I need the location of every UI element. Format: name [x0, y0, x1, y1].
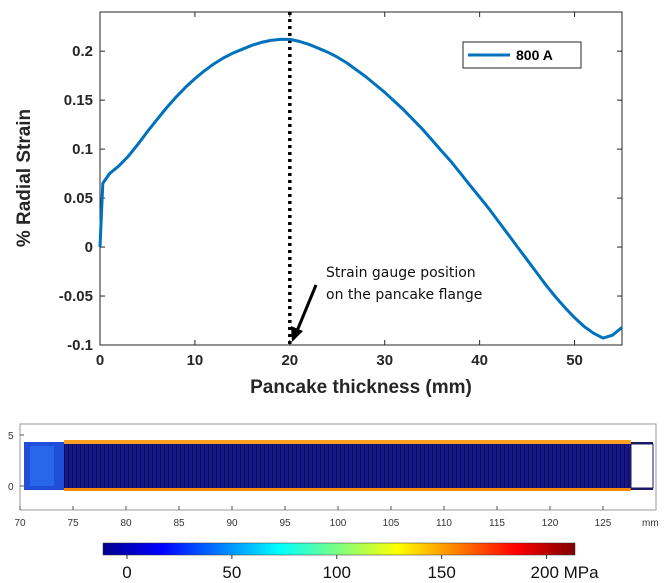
map-x-tick-label: 95 [279, 518, 291, 529]
map-x-tick-label: 70 [14, 518, 26, 529]
map-x-axis-ticks: 70 75 80 85 90 95 100 105 110 115 120 125 [14, 506, 612, 529]
legend: 800 A [462, 41, 582, 69]
x-tick-label: 30 [376, 352, 393, 369]
x-tick-label: 50 [566, 352, 583, 369]
y-axis-ticks: 0.2 0.15 0.1 0.05 0 -0.05 -0.1 [59, 43, 622, 354]
map-y-tick: 0 [8, 482, 14, 493]
x-tick-label: 0 [96, 352, 104, 369]
y-tick-label: 0.15 [64, 92, 93, 109]
map-y-axis-ticks: 5 0 [8, 431, 24, 493]
stress-map: 5 0 70 75 80 85 90 95 100 105 110 115 120 125 mm [8, 423, 659, 529]
x-axis-ticks: 0 10 20 30 40 50 [96, 12, 583, 369]
annotation-arrow-shaft [295, 284, 318, 332]
y-tick-label: 0 [85, 239, 93, 256]
y-axis-label: % Radial Strain [14, 109, 35, 247]
map-x-tick-label: 80 [120, 518, 132, 529]
map-x-tick-label: 105 [383, 518, 400, 529]
colorbar-gradient [102, 542, 576, 556]
bottom-edge-stress-band [64, 488, 631, 491]
y-tick-label: 0.05 [64, 190, 93, 207]
x-tick-label: 10 [187, 352, 204, 369]
legend-label-800a: 800 A [516, 47, 553, 63]
y-tick-label: 0.1 [72, 141, 93, 158]
map-x-unit: mm [642, 518, 659, 529]
map-x-tick-label: 125 [595, 518, 612, 529]
annotation: Strain gauge position on the pancake fla… [291, 265, 482, 342]
colorbar-tick-label: 100 [323, 563, 351, 582]
map-x-tick-label: 85 [173, 518, 185, 529]
map-x-tick-label: 90 [226, 518, 238, 529]
map-x-tick-label: 75 [67, 518, 79, 529]
y-tick-label: 0.2 [72, 43, 93, 60]
map-x-tick-label: 115 [489, 518, 505, 529]
colorbar: 0 50 100 150 200 MPa [102, 542, 599, 582]
map-x-tick-label: 110 [436, 518, 452, 529]
map-x-tick-label: 100 [330, 518, 347, 529]
y-tick-label: -0.1 [67, 337, 93, 354]
annotation-line-1: Strain gauge position [326, 265, 476, 281]
y-tick-label: -0.05 [59, 288, 93, 305]
annotation-line-2: on the pancake flange [326, 287, 482, 303]
annotation-arrow-head [291, 326, 303, 342]
top-edge-stress-band [64, 440, 631, 444]
strain-line-chart: 0 10 20 30 40 50 0.2 0.15 0.1 0.05 0 -0.05 -0.1 Pan… [14, 11, 623, 398]
map-x-tick-label: 120 [542, 518, 559, 529]
right-gap [630, 443, 654, 489]
colorbar-tick-label: 0 [122, 563, 131, 582]
x-tick-label: 40 [471, 352, 488, 369]
colorbar-tick-label: 50 [222, 563, 241, 582]
pancake-body [64, 442, 631, 490]
map-y-tick: 5 [8, 431, 14, 442]
x-tick-label: 20 [281, 352, 298, 369]
colorbar-tick-label: 200 MPa [531, 563, 600, 582]
flange-left-inner [30, 446, 54, 486]
colorbar-tick-label: 150 [427, 563, 455, 582]
colorbar-ticks: 0 50 100 150 200 MPa [122, 555, 599, 582]
x-axis-label: Pancake thickness (mm) [250, 377, 472, 398]
series-800a-line [98, 37, 623, 340]
